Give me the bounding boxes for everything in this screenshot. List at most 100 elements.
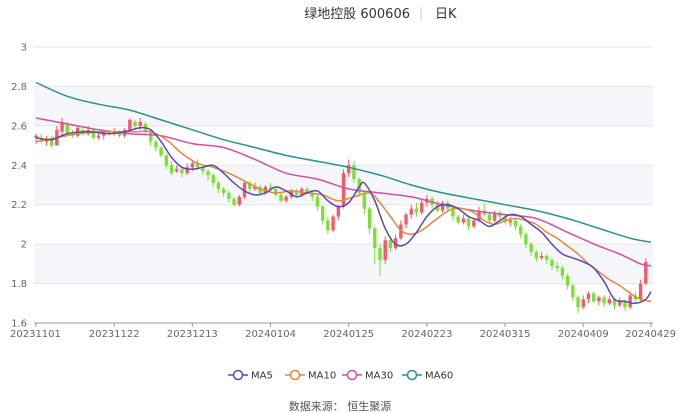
candle-body [555,265,559,268]
candle-body [44,139,49,142]
candle-body [195,163,200,168]
legend-item-ma5[interactable]: MA5 [228,369,273,382]
legend-label: MA5 [251,371,273,382]
data-source-note: 数据来源： 恒生聚源 [289,399,392,413]
candle-body [644,261,648,284]
x-tick-label: 20231122 [89,329,140,340]
candle-body [190,163,195,168]
candle-body [154,141,158,148]
plot-band [34,244,653,284]
candle-body [341,173,346,207]
candle-body [237,196,241,205]
candle-body [336,206,340,217]
candle-body [216,183,221,189]
candle-body [268,186,273,189]
candle-body [440,202,445,211]
chart-title: 绿地控股 600606 日K [304,7,457,22]
candle-body [294,190,299,195]
candle-body [65,123,69,134]
candle-body [435,204,440,211]
candle-body [138,121,142,126]
candle-body [175,169,179,172]
candle-body [169,165,174,174]
legend-item-ma60[interactable]: MA60 [402,369,453,382]
candle-body [180,169,184,174]
y-tick-label: 2.8 [11,82,27,93]
candle-body [503,216,507,223]
legend-item-ma10[interactable]: MA10 [285,369,336,382]
y-tick-label: 1.8 [11,279,27,290]
candle-body [284,196,288,201]
candle-body [451,208,455,217]
legend[interactable]: MA5 MA10 MA30 MA60 [228,369,453,382]
legend-item-ma30[interactable]: MA30 [342,369,393,382]
candle-body [60,121,64,132]
candle-body [49,139,54,146]
x-axis: 20231101 20231122 20231213 20240104 20240125… [10,322,676,340]
candle-body [487,214,492,221]
candle-body [39,137,43,142]
y-tick-label: 3 [21,43,27,54]
x-tick-label: 20240409 [558,329,609,340]
candle-body [477,210,481,221]
candle-body [409,208,413,215]
legend-circle-marker [289,369,301,381]
candle-body [274,188,278,195]
candle-body [612,299,617,306]
y-axis: 1.6 1.8 2 2.2 2.4 2.6 2.8 3 [11,43,27,330]
candle-body [128,119,132,130]
candle-body [513,220,518,227]
candle-body [253,186,257,189]
candle-body [560,267,565,276]
x-tick-label: 20231213 [167,329,218,340]
candle-body [623,301,627,308]
candle-body [404,214,408,225]
candle-body [508,220,512,223]
candle-body [326,220,330,231]
x-tick-label: 20240315 [480,329,531,340]
candle-body [550,259,554,266]
candle-body [347,165,351,174]
ma30-line [35,117,652,267]
candle-body [602,297,606,304]
y-tick-label: 1.6 [11,319,27,330]
candle-body [331,216,335,231]
candle-body [221,188,226,193]
candle-body [96,135,101,138]
x-tick-label: 20231101 [10,329,61,340]
candle-body [586,293,591,300]
plot-band [34,204,653,245]
candle-body [534,252,539,258]
candle-body [591,293,596,302]
candle-body [373,228,377,249]
candle-body [242,183,247,197]
candle-body [519,226,523,235]
plot-band [34,283,653,323]
candle-body [388,240,393,249]
candle-body [201,167,205,172]
x-tick-label: 20240223 [401,329,452,340]
candle-body [545,255,549,260]
candle-body [378,248,382,260]
x-tick-label: 20240104 [245,329,296,340]
candle-body [539,255,544,258]
candle-body [628,295,632,308]
ma60-line [35,81,652,243]
candle-body [107,131,111,134]
candle-body [91,129,96,138]
legend-label: MA30 [365,371,393,382]
candle-body [279,194,283,201]
candle-body [367,208,372,229]
candle-body [211,175,215,184]
x-tick-label: 20240429 [625,329,676,340]
y-tick-label: 2.6 [11,121,27,132]
candle-body [310,192,314,197]
candle-body [638,283,643,300]
candle-body [148,131,153,142]
candle-body [258,186,262,193]
candle-body [472,220,476,227]
candle-body [419,202,424,213]
plot-band [34,86,653,126]
candle-body [597,297,601,302]
